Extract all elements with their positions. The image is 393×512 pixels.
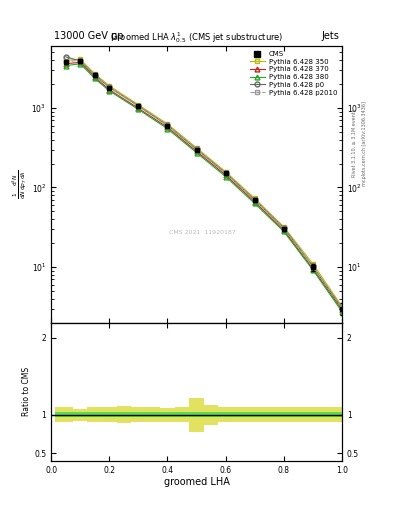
Text: 13000 GeV pp: 13000 GeV pp <box>54 31 123 40</box>
X-axis label: groomed LHA: groomed LHA <box>163 477 230 487</box>
Text: mcplots.cern.ch [arXiv:1306.3436]: mcplots.cern.ch [arXiv:1306.3436] <box>362 101 367 186</box>
Title: Groomed LHA $\lambda^{1}_{0.5}$ (CMS jet substructure): Groomed LHA $\lambda^{1}_{0.5}$ (CMS jet… <box>110 30 283 45</box>
Text: CMS 2021  11920187: CMS 2021 11920187 <box>169 230 236 235</box>
Text: Jets: Jets <box>321 31 339 40</box>
Legend: CMS, Pythia 6.428 350, Pythia 6.428 370, Pythia 6.428 380, Pythia 6.428 p0, Pyth: CMS, Pythia 6.428 350, Pythia 6.428 370,… <box>248 50 338 97</box>
Y-axis label: Ratio to CMS: Ratio to CMS <box>22 367 31 416</box>
Y-axis label: $\frac{1}{\mathrm{d}N}\frac{\mathrm{d}^{2}N}{\mathrm{d}p_{T}\,\mathrm{d}\lambda}: $\frac{1}{\mathrm{d}N}\frac{\mathrm{d}^{… <box>11 169 29 199</box>
Text: Rivet 3.1.10, ≥ 3.1M events: Rivet 3.1.10, ≥ 3.1M events <box>352 109 357 178</box>
